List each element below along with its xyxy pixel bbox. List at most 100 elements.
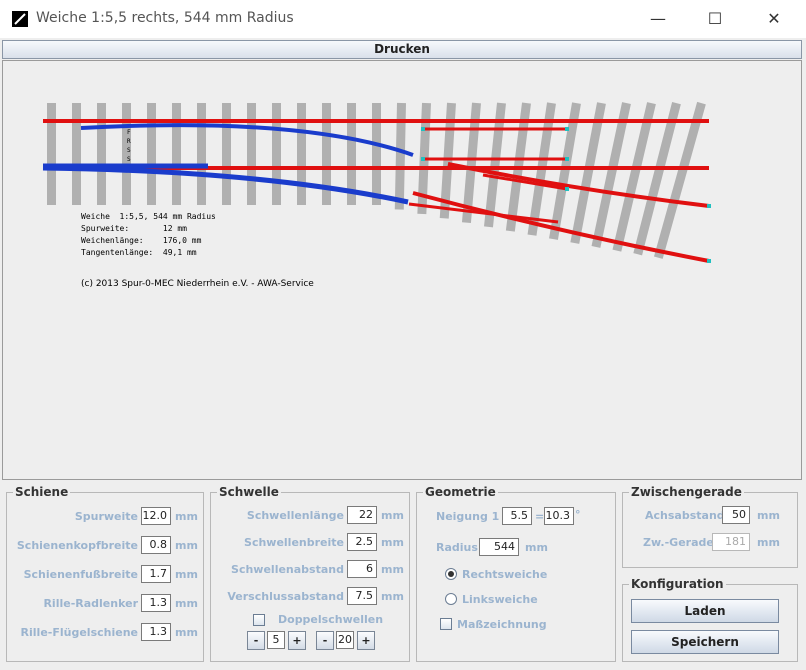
schwelle-title: Schwelle (217, 485, 281, 499)
schiene-field-label: Spurweite (74, 510, 138, 523)
doppelschwellen-checkbox[interactable] (253, 614, 265, 626)
schiene-field-unit: mm (175, 510, 198, 523)
geometrie-title: Geometrie (423, 485, 498, 499)
diverging-rail-outer (412, 191, 710, 263)
rail-joint-marker (565, 157, 569, 161)
sleeper (272, 103, 281, 205)
schiene-field-input[interactable]: 12.0 (141, 507, 171, 525)
equals-sign: = (535, 510, 545, 523)
stepper1-plus[interactable]: + (288, 631, 306, 650)
rail-joint-marker (565, 127, 569, 131)
stepper2-plus[interactable]: + (357, 631, 375, 650)
schwelle-field-label: Schwellenbreite (244, 536, 344, 549)
rail-joint-marker (707, 259, 711, 263)
schiene-field-input[interactable]: 0.8 (141, 536, 171, 554)
rail-joint-marker (421, 127, 425, 131)
blade-marker-text: R (127, 138, 131, 145)
sleeper (394, 102, 406, 210)
close-button[interactable]: ✕ (767, 9, 781, 28)
sleeper (549, 102, 581, 240)
rail-joint-marker (565, 187, 569, 191)
title-bar: Weiche 1:5,5 rechts, 544 mm Radius — ☐ ✕ (0, 0, 806, 38)
sleeper (247, 103, 256, 205)
sleeper (122, 103, 131, 205)
rechtsweiche-label: Rechtsweiche (462, 568, 548, 581)
schwelle-field-label: Schwellenabstand (231, 563, 344, 576)
neigung-label: Neigung 1 : (436, 510, 508, 523)
achsabstand-unit: mm (757, 509, 780, 522)
maximize-button[interactable]: ☐ (707, 9, 723, 28)
schiene-field-input[interactable]: 1.3 (141, 594, 171, 612)
geometrie-panel: Geometrie (416, 485, 616, 662)
schiene-field-label: Rille-Radlenker (43, 597, 138, 610)
stepper1-minus[interactable]: - (247, 631, 265, 650)
print-button[interactable]: Drucken (2, 40, 802, 59)
zwischengerade-title: Zwischengerade (629, 485, 744, 499)
sleeper (297, 103, 306, 205)
sleeper (653, 101, 706, 259)
zw-gerade-label: Zw.-Gerade (643, 536, 714, 549)
speichern-button[interactable]: Speichern (631, 630, 779, 654)
achsabstand-label: Achsabstand (645, 509, 725, 522)
schwelle-field-unit: mm (381, 509, 404, 522)
neigung-input[interactable]: 5.5 (502, 507, 532, 525)
stepper2-minus[interactable]: - (316, 631, 334, 650)
sleeper (347, 103, 356, 205)
switch-blade-upper (80, 123, 414, 157)
sleeper (633, 102, 681, 256)
radius-input[interactable]: 544 (479, 538, 519, 556)
schiene-field-unit: mm (175, 568, 198, 581)
schwelle-field-unit: mm (381, 563, 404, 576)
sleeper (97, 103, 106, 205)
schiene-field-unit: mm (175, 626, 198, 639)
schwelle-field-input[interactable]: 22 (347, 506, 377, 524)
rail-joint-marker (421, 157, 425, 161)
info-line-4: Tangentenlänge: 49,1 mm (81, 248, 197, 257)
sleeper (72, 103, 81, 205)
sleeper (172, 103, 181, 205)
sleeper (612, 102, 656, 252)
minimize-button[interactable]: — (650, 9, 666, 28)
konfiguration-panel: Konfiguration (622, 577, 798, 662)
sleeper (197, 103, 206, 205)
info-line-1: Weiche 1:5,5, 544 mm Radius (81, 212, 216, 221)
schiene-field-unit: mm (175, 539, 198, 552)
masszeichnung-checkbox[interactable] (440, 618, 452, 630)
stepper1-value[interactable]: 5 (267, 631, 285, 649)
laden-button[interactable]: Laden (631, 599, 779, 623)
app-icon (12, 11, 28, 27)
degree-sign: ° (575, 508, 581, 521)
schiene-field-input[interactable]: 1.3 (141, 623, 171, 641)
switch-blade-lower (42, 165, 409, 205)
sleeper (461, 102, 481, 223)
sleeper (439, 102, 456, 219)
zw-gerade-unit: mm (757, 536, 780, 549)
achsabstand-input[interactable]: 50 (722, 506, 750, 524)
schwelle-field-input[interactable]: 2.5 (347, 533, 377, 551)
rechtsweiche-radio[interactable] (445, 568, 457, 580)
sleeper (591, 102, 631, 248)
sleeper (322, 103, 331, 205)
sleeper (222, 103, 231, 205)
schwelle-field-input[interactable]: 7.5 (347, 587, 377, 605)
schiene-field-label: Rille-Flügelschiene (20, 626, 138, 639)
schiene-field-input[interactable]: 1.7 (141, 565, 171, 583)
sleeper (484, 102, 506, 228)
stepper2-value[interactable]: 20 (336, 631, 354, 649)
blade-marker-text: S (127, 147, 131, 154)
schwelle-field-unit: mm (381, 536, 404, 549)
wing-rail (408, 202, 559, 224)
schiene-panel: Schiene (6, 485, 204, 662)
schiene-field-unit: mm (175, 597, 198, 610)
sleeper (372, 103, 381, 205)
sleeper (47, 103, 56, 205)
schwelle-field-label: Schwellenlänge (246, 509, 344, 522)
angle-input[interactable]: 10.3 (544, 507, 574, 525)
schwelle-field-input[interactable]: 6 (347, 560, 377, 578)
schiene-field-label: Schienenfußbreite (23, 568, 138, 581)
schwelle-field-unit: mm (381, 590, 404, 603)
linksweiche-radio[interactable] (445, 593, 457, 605)
diverging-rail-inner (447, 162, 710, 208)
